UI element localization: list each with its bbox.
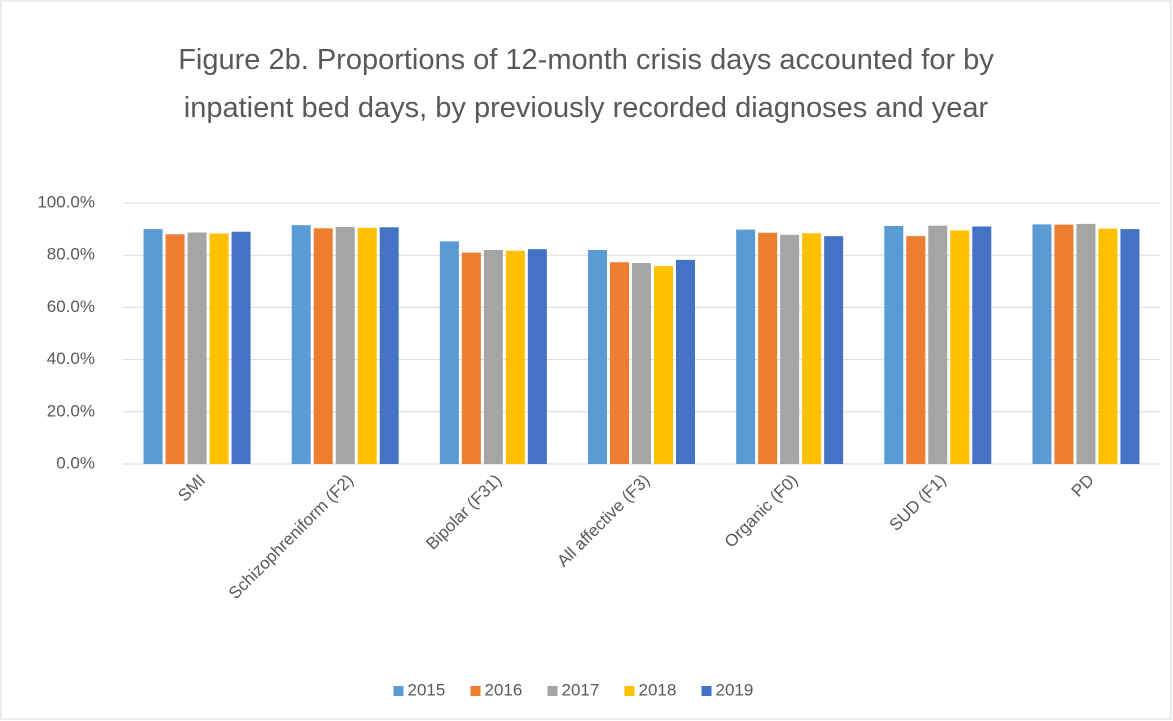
bar	[758, 232, 778, 464]
bar	[143, 229, 163, 464]
bar	[1120, 229, 1140, 464]
bar	[654, 266, 673, 464]
bar	[802, 233, 822, 464]
bar	[379, 227, 399, 464]
bar	[928, 225, 948, 464]
legend-swatch	[470, 686, 481, 696]
y-tick-label: 80.0%	[47, 245, 95, 264]
legend-swatch	[624, 686, 635, 696]
legend-swatch	[393, 686, 404, 696]
legend-label: 2017	[562, 680, 600, 699]
bar	[610, 262, 629, 464]
bar	[291, 225, 311, 464]
y-tick-label: 100.0%	[37, 192, 95, 211]
bar	[906, 236, 926, 464]
bar	[632, 263, 651, 464]
bar	[231, 231, 251, 464]
bar	[950, 230, 970, 464]
y-tick-label: 0.0%	[56, 453, 95, 472]
y-tick-label: 20.0%	[47, 401, 95, 420]
legend-label: 2019	[716, 680, 754, 699]
bar	[1032, 224, 1052, 464]
bar	[736, 229, 756, 464]
legend-label: 2018	[639, 680, 677, 699]
bar	[676, 259, 695, 464]
legend-label: 2015	[408, 680, 446, 699]
bar	[335, 227, 355, 464]
bar	[527, 249, 547, 464]
bar	[357, 227, 377, 464]
bar	[483, 249, 503, 464]
bar	[461, 252, 481, 464]
bar	[1098, 228, 1118, 464]
bar	[780, 234, 800, 464]
bar	[588, 249, 607, 464]
bar	[187, 232, 207, 464]
bar	[165, 234, 185, 464]
y-tick-label: 40.0%	[47, 349, 95, 368]
legend-swatch	[547, 686, 558, 696]
bar	[439, 241, 459, 464]
bar	[505, 250, 525, 464]
bar	[1076, 223, 1096, 464]
bar	[972, 226, 992, 464]
bar	[209, 233, 229, 464]
y-tick-label: 60.0%	[47, 297, 95, 316]
legend-swatch	[701, 686, 712, 696]
bar	[313, 228, 333, 464]
bar	[884, 225, 904, 464]
bar	[824, 236, 844, 464]
legend-label: 2016	[485, 680, 523, 699]
bar	[1054, 224, 1074, 464]
chart-title: Figure 2b. Proportions of 12-month crisi…	[178, 44, 994, 124]
